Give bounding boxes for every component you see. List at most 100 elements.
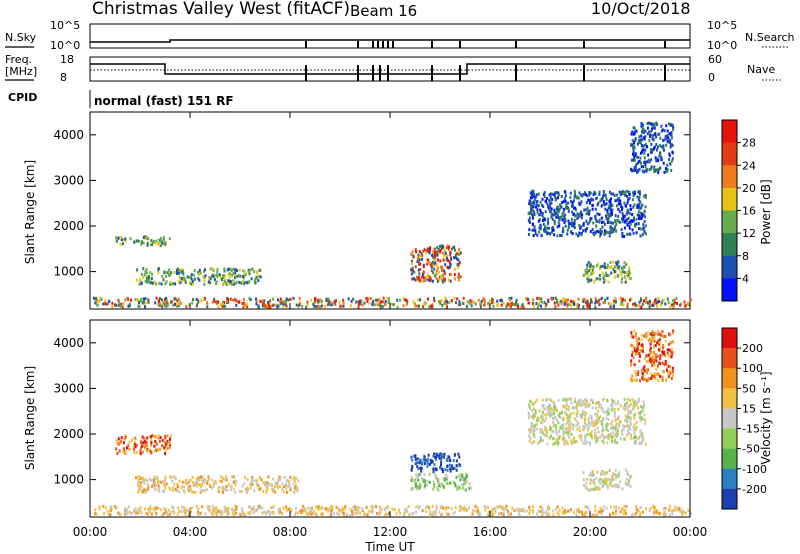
velocity-scatter-cell <box>184 510 187 514</box>
power-scatter-cell <box>522 305 525 309</box>
power-scatter-cell <box>221 278 223 281</box>
velocity-scatter-cell <box>391 507 394 511</box>
velocity-scatter-cell <box>134 507 137 511</box>
power-scatter-cell <box>411 259 413 263</box>
velocity-scatter-cell <box>582 410 585 413</box>
velocity-scatter-cell <box>410 455 413 459</box>
velocity-scatter-cell <box>594 431 597 435</box>
power-scatter-cell <box>411 277 414 281</box>
power-scatter-cell <box>643 220 646 223</box>
velocity-scatter-cell <box>663 363 666 366</box>
velocity-scatter-cell <box>559 416 562 420</box>
power-scatter-cell <box>668 152 671 156</box>
velocity-scatter-cell <box>109 513 112 517</box>
power-scatter-cell <box>200 299 203 303</box>
power-scatter-cell <box>456 265 459 269</box>
velocity-scatter-cell <box>643 403 645 407</box>
velocity-scatter-cell <box>315 512 318 516</box>
velocity-scatter-cell <box>655 367 658 371</box>
velocity-scatter-cell <box>651 359 654 363</box>
power-scatter-cell <box>414 265 417 269</box>
power-scatter-cell <box>558 224 561 228</box>
power-scatter-cell <box>603 262 606 266</box>
power-scatter-cell <box>249 298 252 302</box>
power-scatter-cell <box>242 305 245 309</box>
power-scatter-cell <box>539 200 542 204</box>
power-scatter-cell <box>644 135 647 139</box>
power-scatter-cell <box>511 302 514 306</box>
velocity-scatter-cell <box>605 410 608 414</box>
velocity-scatter-cell <box>292 477 295 481</box>
velocity-scatter-cell <box>613 473 616 477</box>
velocity-scatter-cell <box>257 484 260 488</box>
power-scatter-cell <box>651 150 654 154</box>
power-scatter-cell <box>119 242 122 246</box>
velocity-scatter-cell <box>405 507 408 511</box>
velocity-scatter-cell <box>566 420 569 424</box>
power-scatter-cell <box>287 298 290 302</box>
power-scatter-cell <box>330 301 333 305</box>
power-scatter-cell <box>641 138 644 142</box>
velocity-scatter-cell <box>655 508 658 512</box>
power-scatter-cell <box>418 255 421 259</box>
power-scatter-cell <box>227 279 230 283</box>
velocity-scatter-cell <box>139 481 142 485</box>
power-scatter-cell <box>669 122 672 126</box>
power-scatter-cell <box>648 139 651 143</box>
velocity-scatter-cell <box>631 353 633 357</box>
power-scatter-cell <box>666 168 669 172</box>
power-scatter-cell <box>660 145 663 149</box>
power-scatter-cell <box>628 193 631 197</box>
power-scatter-cell <box>615 265 618 269</box>
power-scatter-cell <box>549 206 552 210</box>
velocity-scatter-cell <box>138 508 141 512</box>
velocity-scatter-cell <box>625 504 628 508</box>
power-scatter-cell <box>562 217 565 221</box>
velocity-scatter-cell <box>206 479 209 483</box>
velocity-scatter-cell <box>555 424 557 428</box>
velocity-scatter-cell <box>289 476 292 479</box>
velocity-scatter-cell <box>117 437 120 441</box>
velocity-scatter-cell <box>201 505 204 509</box>
power-scatter-cell <box>357 302 360 306</box>
velocity-scatter-cell <box>583 426 586 430</box>
velocity-scatter-cell <box>668 348 671 352</box>
velocity-scatter-cell <box>322 512 324 516</box>
power-scatter-cell <box>548 193 551 197</box>
velocity-scatter-cell <box>141 435 144 439</box>
power-scatter-cell <box>569 191 572 195</box>
velocity-scatter-cell <box>440 457 443 461</box>
power-scatter-cell <box>660 157 663 161</box>
power-scatter-cell <box>445 246 448 250</box>
velocity-scatter-cell <box>150 443 152 447</box>
velocity-scatter-cell <box>414 478 417 482</box>
velocity-scatter-cell <box>434 512 437 516</box>
velocity-scatter-cell <box>644 507 647 511</box>
velocity-scatter-cell <box>626 418 629 422</box>
power-scatter-cell <box>655 123 658 126</box>
power-scatter-cell <box>531 196 533 200</box>
power-scatter-cell <box>554 305 557 309</box>
power-scatter-cell <box>603 193 605 197</box>
velocity-scatter-cell <box>138 486 141 490</box>
power-scatter-cell <box>631 130 634 134</box>
velocity-scatter-cell <box>558 430 561 434</box>
power-scatter-cell <box>138 282 141 286</box>
power-scatter-cell <box>600 216 603 220</box>
velocity-scatter-cell <box>384 513 387 517</box>
velocity-scatter-cell <box>163 483 166 487</box>
power-scatter-cell <box>579 202 582 206</box>
power-scatter-cell <box>149 243 152 247</box>
power-scatter-cell <box>578 212 581 216</box>
power-scatter-cell <box>643 230 646 234</box>
power-scatter-cell <box>480 299 483 303</box>
power-scatter-cell <box>223 274 226 277</box>
power-scatter-cell <box>597 201 600 205</box>
velocity-scatter-cell <box>568 397 571 401</box>
power-scatter-cell <box>651 127 653 131</box>
power-scatter-cell <box>446 244 449 248</box>
velocity-scatter-cell <box>590 436 593 440</box>
velocity-scatter-cell <box>146 479 149 483</box>
power-scatter-cell <box>275 303 278 307</box>
velocity-scatter-cell <box>650 377 653 380</box>
